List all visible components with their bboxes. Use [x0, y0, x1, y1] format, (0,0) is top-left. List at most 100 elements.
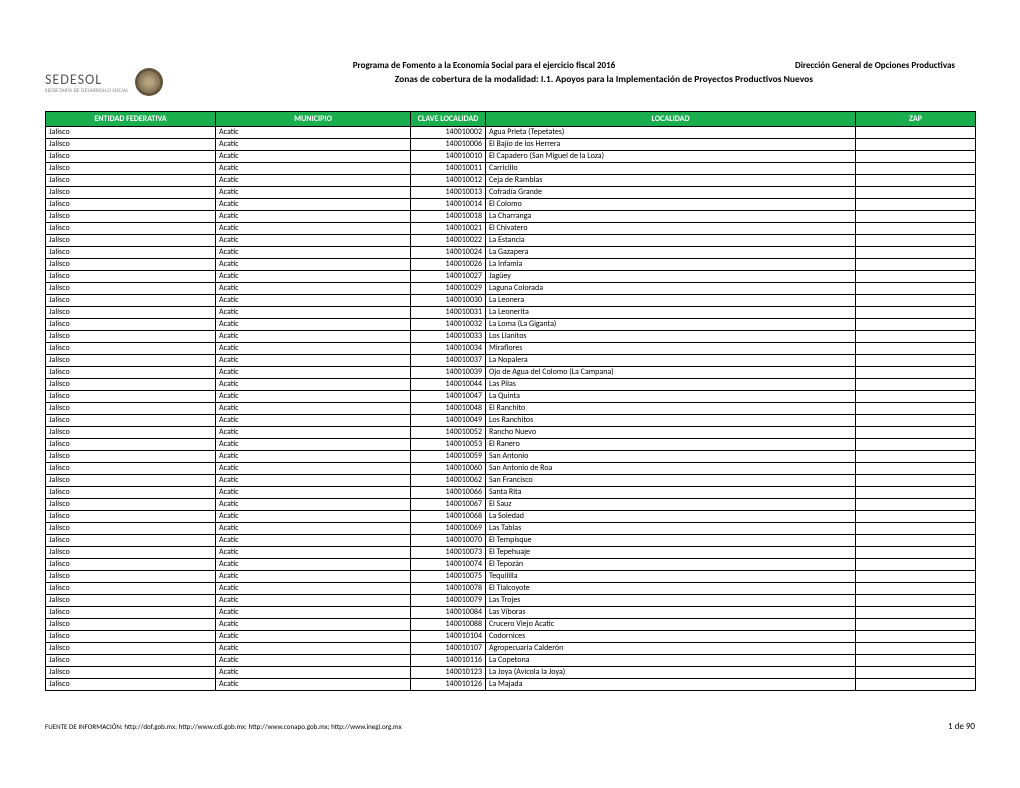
table-cell — [856, 283, 976, 295]
table-cell: Acatic — [216, 223, 411, 235]
table-cell: Jalisco — [46, 499, 216, 511]
table-cell: La Leonera — [486, 295, 856, 307]
table-cell: Jalisco — [46, 655, 216, 667]
table-cell: 140010067 — [411, 499, 486, 511]
table-cell: Jalisco — [46, 427, 216, 439]
table-row: JaliscoAcatic140010049Los Ranchitos — [46, 415, 976, 427]
table-cell: Acatic — [216, 295, 411, 307]
col-header-municipio: MUNICIPIO — [216, 112, 411, 127]
table-row: JaliscoAcatic140010104Codornices — [46, 631, 976, 643]
table-cell — [856, 223, 976, 235]
table-cell: Acatic — [216, 343, 411, 355]
table-row: JaliscoAcatic140010024La Gazapera — [46, 247, 976, 259]
table-cell: Acatic — [216, 511, 411, 523]
table-row: JaliscoAcatic140010032La Loma (La Gigant… — [46, 319, 976, 331]
table-cell: 140010075 — [411, 571, 486, 583]
table-cell: La Majada — [486, 679, 856, 691]
table-body: JaliscoAcatic140010002Agua Prieta (Tepet… — [46, 127, 976, 691]
table-cell — [856, 163, 976, 175]
table-cell: Acatic — [216, 463, 411, 475]
table-cell: La Charranga — [486, 211, 856, 223]
table-cell — [856, 199, 976, 211]
footer-source: FUENTE DE INFORMACIÓN: http://dof.gob.mx… — [45, 722, 402, 731]
table-cell — [856, 259, 976, 271]
table-cell: Jalisco — [46, 199, 216, 211]
logo-text-wrap: SEDESOL SECRETARÍA DE DESARROLLO SOCIAL — [45, 71, 129, 94]
table-cell — [856, 151, 976, 163]
table-cell — [856, 607, 976, 619]
table-cell: Los Llanitos — [486, 331, 856, 343]
table-cell — [856, 451, 976, 463]
table-cell: 140010029 — [411, 283, 486, 295]
table-cell: San Antonio de Roa — [486, 463, 856, 475]
table-cell: Acatic — [216, 403, 411, 415]
table-cell: 140010066 — [411, 487, 486, 499]
table-cell: 140010053 — [411, 439, 486, 451]
table-row: JaliscoAcatic140010034Miraflores — [46, 343, 976, 355]
table-cell: El Chivatero — [486, 223, 856, 235]
table-row: JaliscoAcatic140010030La Leonera — [46, 295, 976, 307]
table-row: JaliscoAcatic140010006El Bajío de los He… — [46, 139, 976, 151]
table-cell: 140010032 — [411, 319, 486, 331]
table-cell: Jalisco — [46, 343, 216, 355]
table-cell: El Bajío de los Herrera — [486, 139, 856, 151]
table-cell: Acatic — [216, 547, 411, 559]
table-row: JaliscoAcatic140010013Cofradía Grande — [46, 187, 976, 199]
col-header-clave: CLAVE LOCALIDAD — [411, 112, 486, 127]
table-cell: 140010062 — [411, 475, 486, 487]
table-row: JaliscoAcatic140010107Agropecuaria Calde… — [46, 643, 976, 655]
table-cell: La Quinta — [486, 391, 856, 403]
table-cell: Ojo de Agua del Colomo (La Campana) — [486, 367, 856, 379]
table-row: JaliscoAcatic140010012Ceja de Ramblas — [46, 175, 976, 187]
table-cell — [856, 439, 976, 451]
table-cell: Jalisco — [46, 631, 216, 643]
table-row: JaliscoAcatic140010037La Nopalera — [46, 355, 976, 367]
seal-icon — [135, 68, 163, 96]
footer: FUENTE DE INFORMACIÓN: http://dof.gob.mx… — [45, 721, 975, 732]
table-cell: Jalisco — [46, 403, 216, 415]
table-cell: Acatic — [216, 487, 411, 499]
table-cell: 140010049 — [411, 415, 486, 427]
table-row: JaliscoAcatic140010073El Tepehuaje — [46, 547, 976, 559]
table-cell: 140010002 — [411, 127, 486, 139]
table-cell: 140010084 — [411, 607, 486, 619]
table-row: JaliscoAcatic140010075Tequililla — [46, 571, 976, 583]
table-cell: Jalisco — [46, 607, 216, 619]
table-row: JaliscoAcatic140010059San Antonio — [46, 451, 976, 463]
table-cell: Miraflores — [486, 343, 856, 355]
table-cell: Jalisco — [46, 583, 216, 595]
table-cell: Acatic — [216, 475, 411, 487]
table-cell — [856, 403, 976, 415]
table-cell: Acatic — [216, 583, 411, 595]
table-row: JaliscoAcatic140010031La Leonerita — [46, 307, 976, 319]
table-cell: El Tepozán — [486, 559, 856, 571]
table-row: JaliscoAcatic140010002Agua Prieta (Tepet… — [46, 127, 976, 139]
table-cell: Jalisco — [46, 331, 216, 343]
page-number: 1 de 90 — [948, 721, 975, 732]
table-cell: Acatic — [216, 199, 411, 211]
table-cell: 140010047 — [411, 391, 486, 403]
table-cell: Codornices — [486, 631, 856, 643]
table-cell — [856, 295, 976, 307]
table-cell: Acatic — [216, 367, 411, 379]
table-cell: 140010079 — [411, 595, 486, 607]
table-cell: 140010012 — [411, 175, 486, 187]
table-cell: Jalisco — [46, 535, 216, 547]
col-header-localidad: LOCALIDAD — [486, 112, 856, 127]
table-cell: La Copetona — [486, 655, 856, 667]
table-cell: Jalisco — [46, 319, 216, 331]
table-cell: Acatic — [216, 319, 411, 331]
table-row: JaliscoAcatic140010011Carricillo — [46, 163, 976, 175]
table-cell: Acatic — [216, 499, 411, 511]
table-cell: Jalisco — [46, 271, 216, 283]
table-cell: Jalisco — [46, 667, 216, 679]
table-cell: Acatic — [216, 679, 411, 691]
table-cell — [856, 463, 976, 475]
col-header-zap: ZAP — [856, 112, 976, 127]
table-cell — [856, 307, 976, 319]
table-cell: 140010010 — [411, 151, 486, 163]
table-cell — [856, 187, 976, 199]
table-cell: Acatic — [216, 151, 411, 163]
table-row: JaliscoAcatic140010044Las Pilas — [46, 379, 976, 391]
table-cell — [856, 571, 976, 583]
